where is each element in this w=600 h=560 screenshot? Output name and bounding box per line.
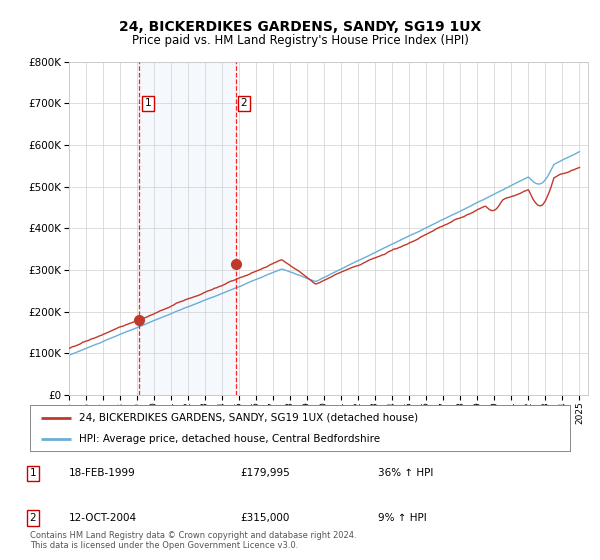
Text: 24, BICKERDIKES GARDENS, SANDY, SG19 1UX (detached house): 24, BICKERDIKES GARDENS, SANDY, SG19 1UX… bbox=[79, 413, 418, 423]
Text: 24, BICKERDIKES GARDENS, SANDY, SG19 1UX: 24, BICKERDIKES GARDENS, SANDY, SG19 1UX bbox=[119, 20, 481, 34]
Text: 18-FEB-1999: 18-FEB-1999 bbox=[69, 468, 136, 478]
Text: 12-OCT-2004: 12-OCT-2004 bbox=[69, 513, 137, 523]
Text: 9% ↑ HPI: 9% ↑ HPI bbox=[378, 513, 427, 523]
Text: £179,995: £179,995 bbox=[240, 468, 290, 478]
Text: Price paid vs. HM Land Registry's House Price Index (HPI): Price paid vs. HM Land Registry's House … bbox=[131, 34, 469, 46]
Text: 1: 1 bbox=[29, 468, 37, 478]
Bar bbox=[139, 62, 236, 395]
Text: HPI: Average price, detached house, Central Bedfordshire: HPI: Average price, detached house, Cent… bbox=[79, 435, 380, 444]
Text: £315,000: £315,000 bbox=[240, 513, 289, 523]
Text: 36% ↑ HPI: 36% ↑ HPI bbox=[378, 468, 433, 478]
Text: 2: 2 bbox=[29, 513, 37, 523]
Text: Contains HM Land Registry data © Crown copyright and database right 2024.
This d: Contains HM Land Registry data © Crown c… bbox=[30, 530, 356, 550]
Text: 1: 1 bbox=[145, 98, 151, 108]
Text: 2: 2 bbox=[241, 98, 247, 108]
